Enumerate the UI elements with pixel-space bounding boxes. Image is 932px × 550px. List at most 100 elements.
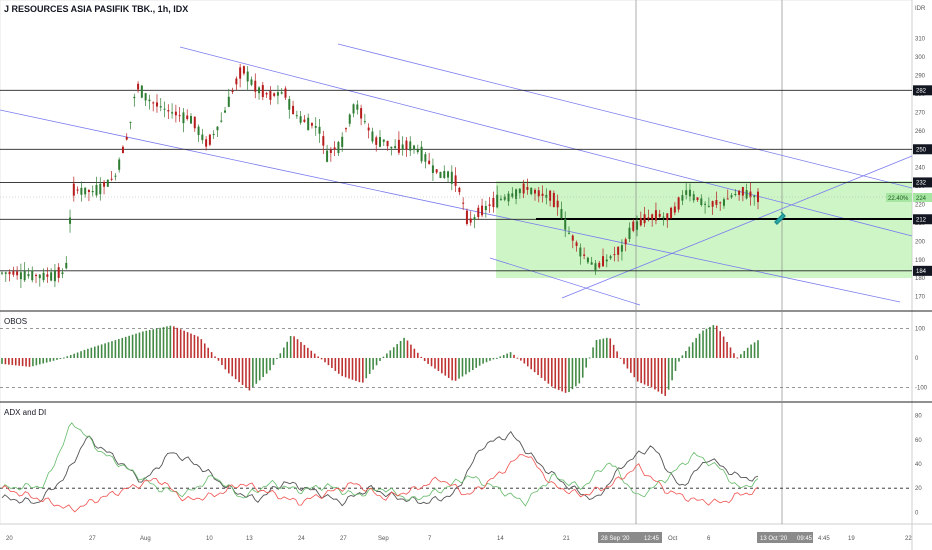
- candle: [167, 104, 170, 120]
- price-axis-tick: 190: [915, 258, 926, 264]
- obos-bar: [39, 358, 41, 365]
- level-badge: [913, 214, 932, 225]
- obos-bar: [286, 341, 289, 358]
- obos-bar: [145, 330, 148, 358]
- candle: [564, 211, 567, 238]
- obos-bar: [468, 358, 471, 373]
- obos-bar: [489, 358, 491, 361]
- candle: [450, 165, 453, 191]
- candle: [654, 202, 657, 225]
- obos-bar: [100, 344, 103, 358]
- price-axis-tick: 200: [915, 239, 926, 245]
- obos-bar: [633, 358, 636, 378]
- candle: [401, 136, 404, 156]
- obos-bar: [691, 342, 694, 358]
- obos-bar: [664, 358, 667, 396]
- candle: [27, 267, 30, 279]
- obos-bar: [135, 333, 137, 358]
- obos-bar: [255, 358, 258, 384]
- level-badges: 282 250 232 212 184: [913, 85, 932, 276]
- obos-bar: [320, 358, 323, 360]
- obos-bar: [485, 358, 488, 363]
- obos-bar: [334, 358, 337, 371]
- candle: [329, 147, 332, 162]
- candle: [726, 189, 729, 200]
- obos-title: OBOS: [4, 317, 27, 326]
- candle: [628, 222, 631, 243]
- candle: [458, 186, 461, 196]
- candle: [208, 133, 211, 147]
- obos-bar: [530, 358, 532, 370]
- obos-bar: [509, 352, 512, 358]
- candle: [224, 106, 227, 113]
- obos-bar: [685, 351, 687, 358]
- obos-bar: [606, 337, 608, 358]
- time-axis-tick: 20: [6, 536, 13, 542]
- candle: [322, 130, 325, 155]
- candle: [741, 186, 744, 202]
- candle: [310, 122, 313, 129]
- obos-bar: [722, 336, 725, 358]
- obos-bar: [743, 350, 746, 358]
- obos-bar: [90, 347, 93, 358]
- obos-bar: [599, 339, 601, 358]
- time-axis-tick: 10: [206, 536, 213, 542]
- time-axis-tick: 13: [246, 536, 253, 542]
- candle: [666, 213, 669, 228]
- candle: [734, 189, 737, 197]
- obos-bar: [107, 342, 110, 358]
- candle: [303, 115, 306, 123]
- candle: [439, 171, 442, 179]
- candle: [371, 127, 374, 144]
- time-axis-tick: 14: [497, 536, 504, 542]
- obos-bar: [643, 358, 646, 385]
- obos-bar: [186, 332, 189, 358]
- candle: [568, 226, 570, 235]
- candle: [239, 63, 242, 88]
- obos-bar: [73, 353, 75, 358]
- obos-bar: [461, 358, 464, 377]
- obos-bar: [410, 344, 412, 358]
- candle: [152, 101, 155, 112]
- candle: [292, 100, 295, 115]
- candle: [477, 204, 480, 220]
- obos-bar: [344, 358, 347, 378]
- obos-bar: [392, 347, 395, 358]
- obos-bar: [18, 358, 20, 366]
- obos-bar: [678, 358, 680, 362]
- obos-bar: [97, 345, 100, 358]
- candle: [4, 271, 7, 282]
- adx-title: ADX and DI: [4, 408, 46, 417]
- candle: [594, 259, 597, 275]
- candle: [193, 116, 196, 132]
- crosshair-left-time: 12:45: [644, 536, 660, 542]
- price-axis-tick: 220: [915, 203, 926, 209]
- obos-bar: [21, 358, 24, 367]
- obos-bar: [379, 358, 381, 361]
- candle: [719, 201, 722, 211]
- candle: [186, 109, 189, 121]
- obos-bar: [581, 358, 584, 378]
- candle: [722, 197, 725, 209]
- obos-bar: [630, 358, 632, 373]
- candle: [50, 268, 53, 282]
- candle: [276, 85, 279, 105]
- candle: [205, 136, 208, 151]
- obos-bar: [520, 358, 522, 361]
- time-axis-tick: 21: [563, 536, 570, 542]
- candle: [481, 198, 484, 218]
- obos-bar: [365, 358, 368, 379]
- candle: [492, 191, 495, 213]
- candle: [16, 266, 19, 280]
- obos-bar: [671, 358, 673, 381]
- level-badge-label: 184: [916, 269, 927, 275]
- obos-bar: [310, 350, 313, 358]
- candle: [72, 176, 75, 202]
- obos-bar: [702, 330, 704, 358]
- obos-bar: [537, 358, 539, 376]
- candle: [23, 262, 26, 282]
- currency-label: IDR: [915, 6, 926, 12]
- level-badge-label: 212: [916, 217, 927, 223]
